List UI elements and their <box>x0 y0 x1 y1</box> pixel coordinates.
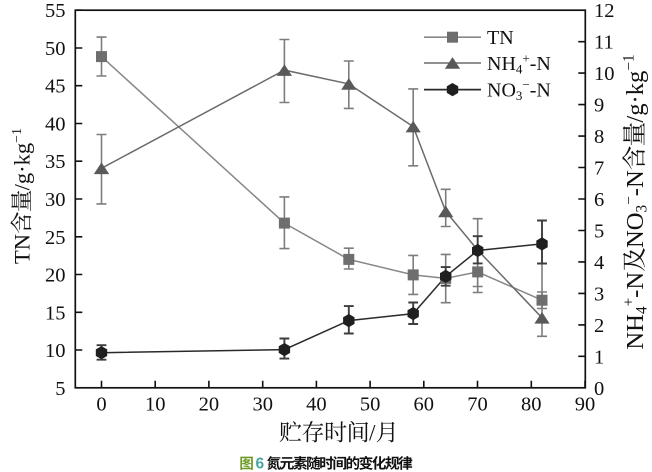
svg-text:50: 50 <box>45 38 66 60</box>
svg-text:/g·kg: /g·kg <box>622 71 649 123</box>
svg-text:7: 7 <box>594 158 604 180</box>
svg-text:55: 55 <box>45 0 66 22</box>
svg-text:40: 40 <box>45 114 66 136</box>
svg-text:NO: NO <box>487 80 516 102</box>
svg-text:4: 4 <box>633 306 650 314</box>
svg-text:NH: NH <box>622 314 649 350</box>
svg-text:3: 3 <box>633 204 650 212</box>
svg-text:8: 8 <box>594 126 604 148</box>
svg-text:80: 80 <box>521 394 542 416</box>
svg-text:6: 6 <box>594 189 604 211</box>
svg-text:+: + <box>522 50 529 65</box>
svg-text:30: 30 <box>45 189 66 211</box>
svg-text:+: + <box>621 298 638 307</box>
svg-text:9: 9 <box>594 95 604 117</box>
svg-text:30: 30 <box>252 394 273 416</box>
svg-text:10: 10 <box>594 63 615 85</box>
svg-text:60: 60 <box>414 394 435 416</box>
svg-text:TN: TN <box>487 27 514 49</box>
svg-text:6: 6 <box>256 456 265 472</box>
svg-text:0: 0 <box>96 394 106 416</box>
svg-text:40: 40 <box>306 394 327 416</box>
svg-text:1: 1 <box>594 346 604 368</box>
svg-text:/g·kg: /g·kg <box>10 143 35 191</box>
svg-text:3: 3 <box>594 283 604 305</box>
svg-text:−1: −1 <box>621 54 638 70</box>
svg-text:70: 70 <box>467 394 488 416</box>
svg-text:3: 3 <box>516 88 523 103</box>
svg-text:-N: -N <box>530 53 551 75</box>
svg-text:4: 4 <box>594 252 604 274</box>
svg-text:NH: NH <box>487 53 516 75</box>
svg-text:0: 0 <box>594 378 604 400</box>
svg-text:-N: -N <box>622 170 649 196</box>
svg-text:5: 5 <box>594 221 604 243</box>
svg-text:10: 10 <box>145 394 166 416</box>
svg-text:−1: −1 <box>10 128 25 143</box>
svg-text:/: / <box>369 421 376 447</box>
svg-text:90: 90 <box>575 394 596 416</box>
svg-text:-N: -N <box>530 80 551 102</box>
svg-text:20: 20 <box>45 265 66 287</box>
svg-text:TN: TN <box>10 234 35 264</box>
svg-text:15: 15 <box>45 302 66 324</box>
svg-text:12: 12 <box>594 0 615 22</box>
svg-text:5: 5 <box>55 378 65 400</box>
svg-text:11: 11 <box>594 32 614 54</box>
svg-text:4: 4 <box>516 61 523 76</box>
svg-text:20: 20 <box>199 394 220 416</box>
svg-text:45: 45 <box>45 76 66 98</box>
svg-text:50: 50 <box>360 394 381 416</box>
svg-text:NO: NO <box>622 212 649 248</box>
svg-text:−: − <box>621 196 638 205</box>
svg-text:25: 25 <box>45 227 66 249</box>
svg-text:-N: -N <box>622 272 649 298</box>
svg-text:10: 10 <box>45 340 66 362</box>
svg-text:35: 35 <box>45 151 66 173</box>
svg-text:2: 2 <box>594 315 604 337</box>
svg-text:−: − <box>522 77 529 92</box>
